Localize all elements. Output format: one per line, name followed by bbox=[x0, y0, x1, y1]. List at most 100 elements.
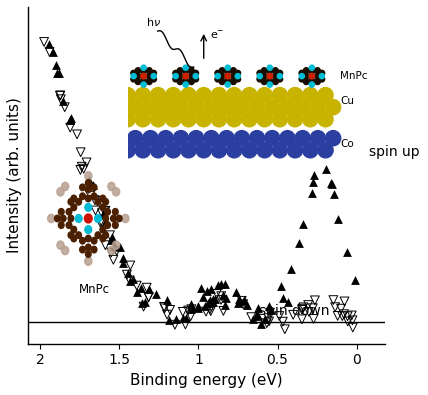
Point bbox=[306, 309, 312, 315]
Point bbox=[143, 284, 150, 291]
Point bbox=[98, 210, 105, 216]
Point bbox=[349, 324, 356, 331]
Point bbox=[183, 315, 190, 322]
Point bbox=[278, 282, 285, 289]
Point bbox=[258, 321, 265, 327]
Point bbox=[208, 304, 215, 310]
Point bbox=[41, 39, 48, 45]
Point bbox=[222, 302, 229, 308]
Point bbox=[265, 303, 272, 309]
Point bbox=[67, 117, 74, 123]
X-axis label: Binding energy (eV): Binding energy (eV) bbox=[130, 373, 282, 388]
Point bbox=[124, 271, 131, 278]
Point bbox=[195, 303, 202, 309]
Point bbox=[77, 149, 84, 155]
Point bbox=[89, 182, 96, 188]
Point bbox=[138, 285, 145, 291]
Point bbox=[255, 305, 262, 311]
Point bbox=[285, 299, 291, 305]
Point bbox=[220, 308, 227, 314]
Point bbox=[87, 192, 94, 199]
Point bbox=[68, 115, 74, 121]
Point bbox=[235, 296, 242, 303]
Point bbox=[179, 309, 186, 315]
Point bbox=[202, 303, 209, 309]
Point bbox=[210, 299, 217, 305]
Point bbox=[202, 308, 209, 315]
Point bbox=[116, 244, 123, 250]
Point bbox=[328, 180, 335, 186]
Point bbox=[92, 207, 99, 214]
Point bbox=[334, 313, 341, 319]
Point bbox=[279, 318, 286, 325]
Point bbox=[161, 305, 168, 312]
Point bbox=[329, 181, 336, 187]
Point bbox=[102, 208, 109, 214]
Point bbox=[335, 216, 342, 222]
Point bbox=[253, 310, 260, 317]
Point bbox=[240, 301, 247, 307]
Point bbox=[207, 306, 214, 312]
Point bbox=[107, 237, 114, 244]
Point bbox=[163, 297, 170, 303]
Point bbox=[348, 312, 355, 319]
Point bbox=[213, 291, 220, 297]
Point bbox=[88, 182, 95, 188]
Point bbox=[97, 220, 104, 226]
Point bbox=[331, 191, 338, 198]
Point bbox=[56, 70, 62, 76]
Point bbox=[341, 298, 348, 305]
Point bbox=[349, 317, 356, 324]
Point bbox=[244, 301, 251, 308]
Point bbox=[163, 312, 170, 318]
Point bbox=[140, 303, 147, 310]
Point bbox=[311, 172, 318, 178]
Point bbox=[238, 298, 245, 304]
Point bbox=[198, 285, 205, 292]
Point bbox=[305, 302, 312, 308]
Point bbox=[139, 300, 146, 307]
Point bbox=[182, 321, 189, 327]
Point bbox=[263, 320, 270, 326]
Point bbox=[309, 190, 315, 196]
Point bbox=[299, 305, 306, 312]
Point bbox=[205, 299, 212, 306]
Point bbox=[232, 288, 239, 295]
Point bbox=[279, 295, 286, 301]
Point bbox=[241, 297, 248, 303]
Point bbox=[172, 316, 179, 322]
Point bbox=[204, 288, 211, 294]
Point bbox=[214, 282, 221, 288]
Point bbox=[267, 310, 273, 316]
Point bbox=[299, 307, 306, 313]
Point bbox=[45, 41, 52, 47]
Point bbox=[298, 316, 305, 322]
Point bbox=[288, 266, 294, 272]
Point bbox=[126, 277, 133, 284]
Point bbox=[310, 179, 317, 185]
Text: spin up: spin up bbox=[369, 145, 420, 159]
Point bbox=[119, 255, 126, 261]
Point bbox=[98, 220, 105, 226]
Point bbox=[110, 257, 117, 263]
Point bbox=[185, 307, 192, 314]
Point bbox=[94, 198, 101, 204]
Point bbox=[108, 249, 115, 256]
Point bbox=[312, 297, 318, 303]
Point bbox=[235, 299, 242, 306]
Point bbox=[219, 292, 226, 298]
Point bbox=[300, 304, 307, 310]
Point bbox=[276, 313, 283, 319]
Text: spin down: spin down bbox=[259, 304, 329, 318]
Point bbox=[60, 98, 67, 104]
Point bbox=[332, 304, 339, 310]
Point bbox=[78, 164, 85, 170]
Point bbox=[187, 313, 194, 319]
Point bbox=[142, 299, 149, 306]
Point bbox=[310, 316, 317, 322]
Point bbox=[268, 307, 274, 313]
Point bbox=[54, 70, 61, 76]
Point bbox=[282, 326, 288, 333]
Point bbox=[338, 305, 345, 312]
Point bbox=[101, 208, 108, 214]
